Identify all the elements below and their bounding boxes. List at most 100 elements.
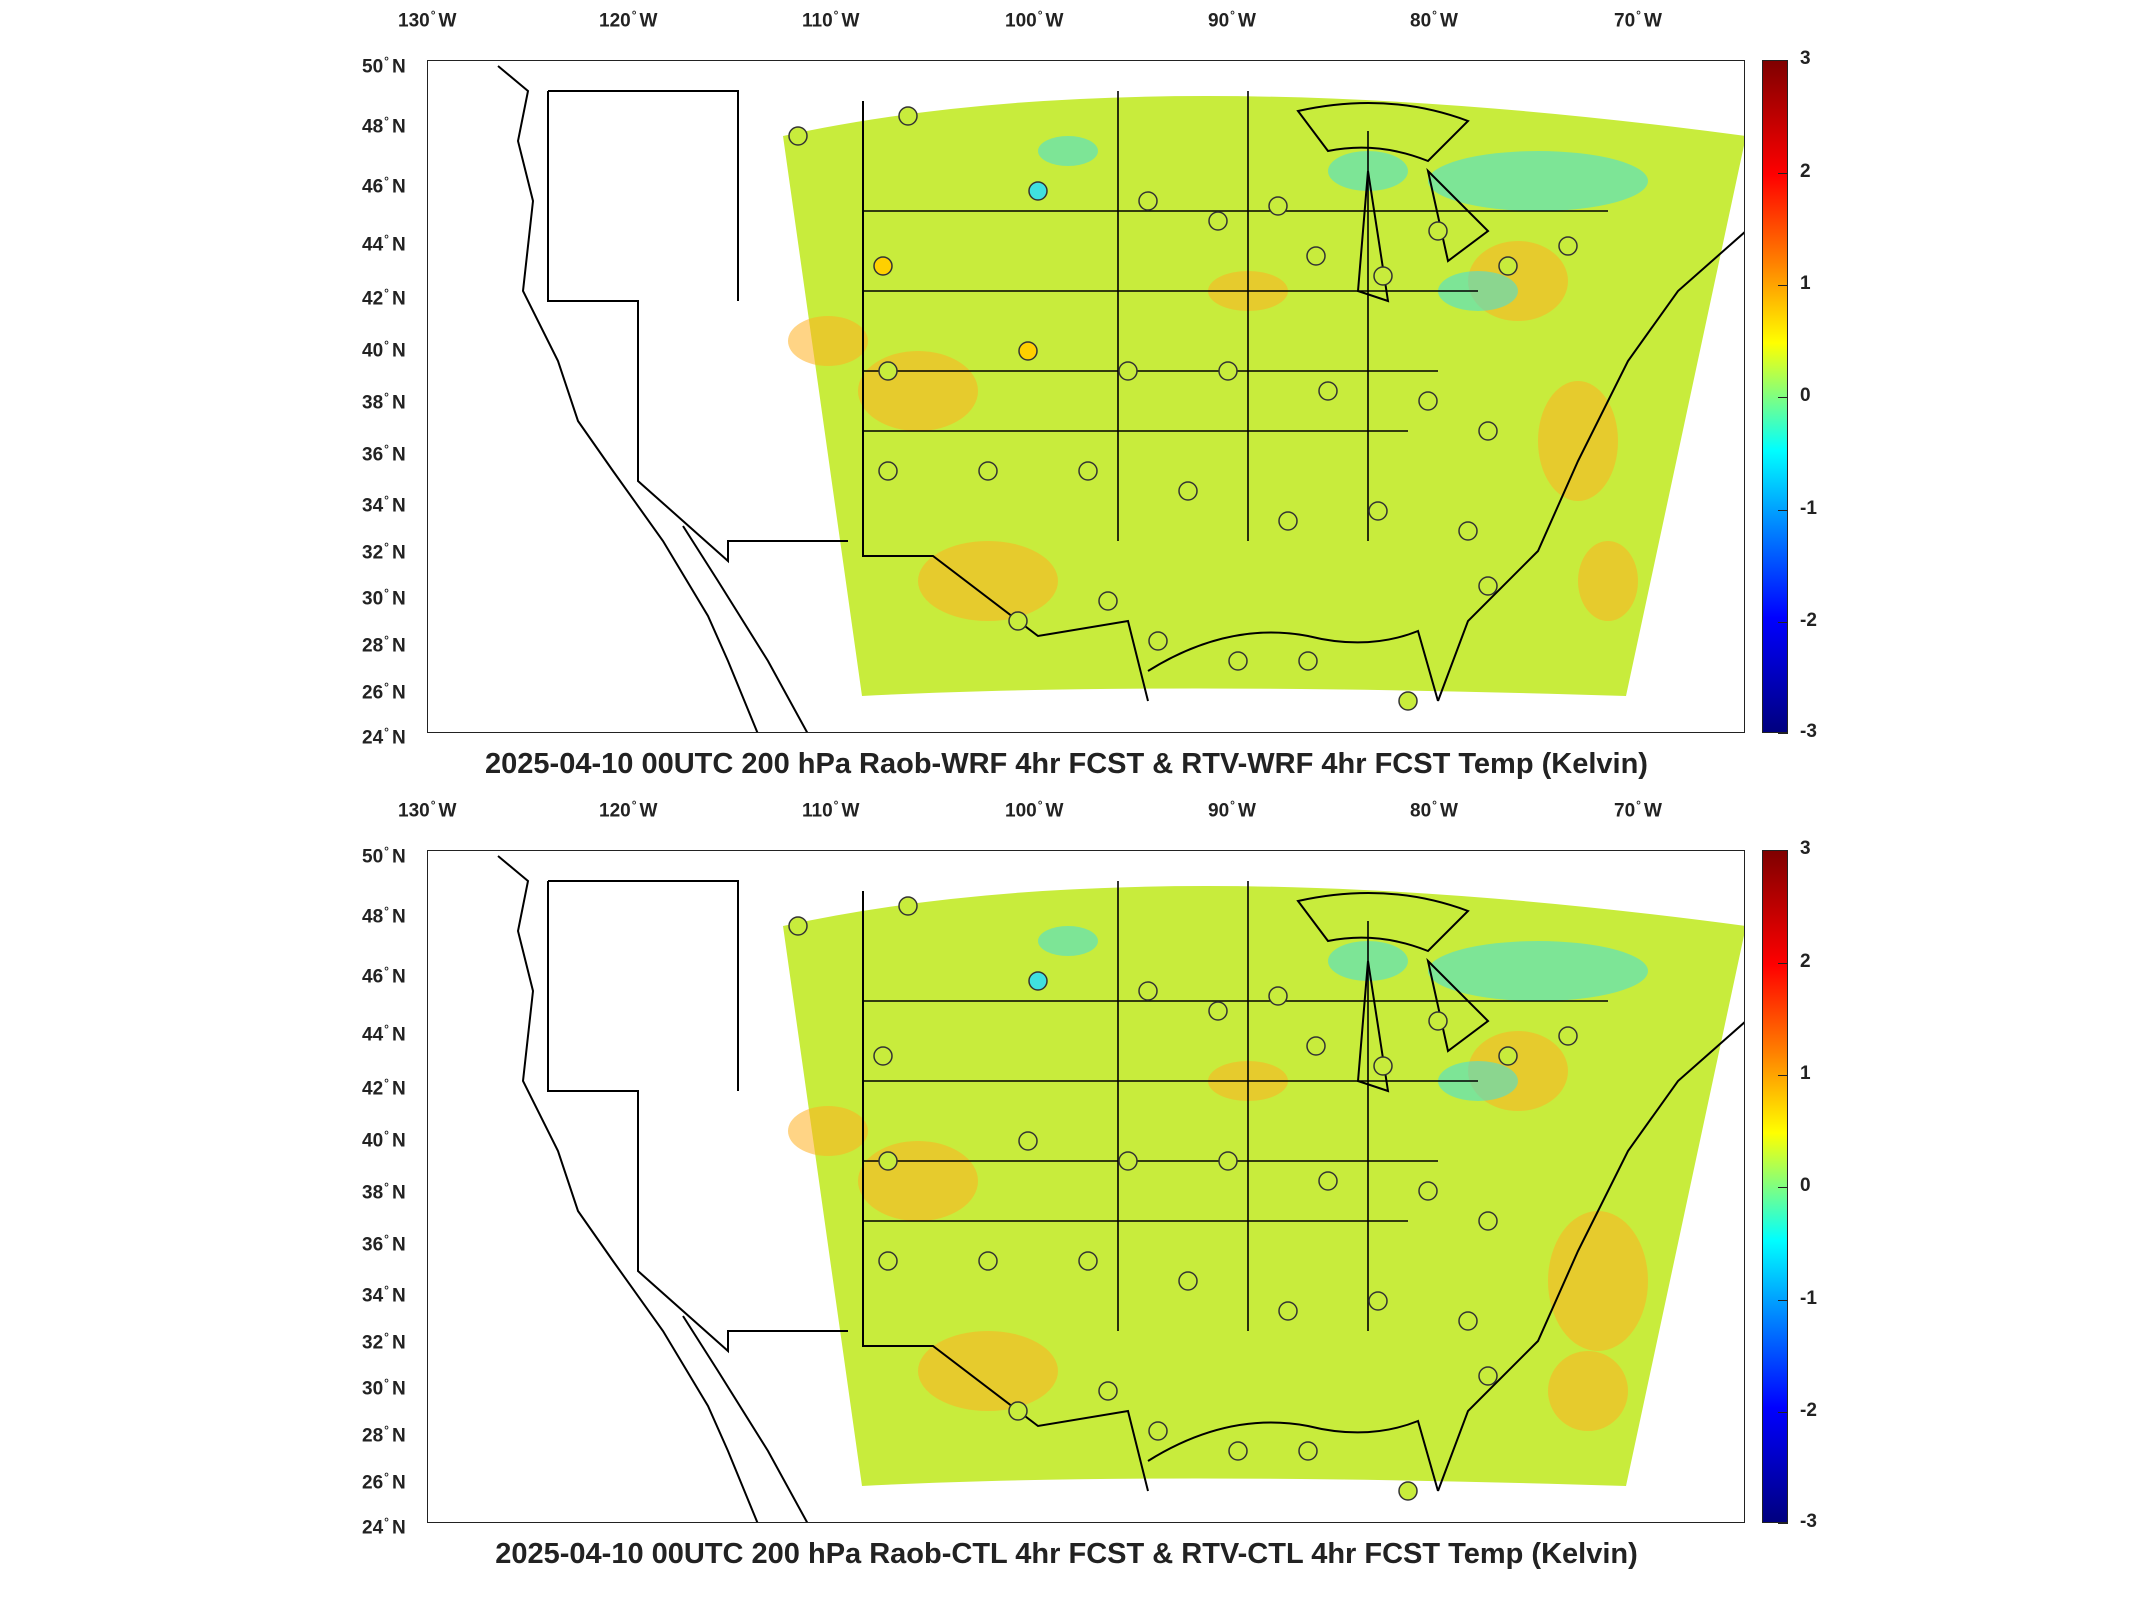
- raob-station-marker: [1458, 521, 1478, 541]
- longitude-label: 130° W: [398, 8, 457, 32]
- raob-station-marker: [1478, 1366, 1498, 1386]
- raob-station-marker: [898, 896, 918, 916]
- colorbar-tick-label: 3: [1800, 838, 1811, 859]
- warm-anomaly: [918, 541, 1058, 621]
- washington-oregon-border: [548, 90, 739, 301]
- longitude-label: 100° W: [1005, 798, 1064, 822]
- longitude-label: 70° W: [1614, 8, 1662, 32]
- colorbar-tick-mark: [1778, 963, 1788, 964]
- colorbar-tick-mark: [1778, 1300, 1788, 1301]
- colorbar-tick-mark: [1778, 850, 1788, 851]
- raob-station-marker: [788, 126, 808, 146]
- lake-superior: [1296, 102, 1470, 163]
- raob-station-marker: [1138, 981, 1158, 1001]
- colorbar-tick-mark: [1778, 510, 1788, 511]
- warm-anomaly: [858, 351, 978, 431]
- longitude-label: 110° W: [802, 798, 860, 822]
- colorbar: [1762, 60, 1788, 733]
- warm-anomaly: [788, 316, 868, 366]
- colorbar-tick-mark: [1778, 1412, 1788, 1413]
- raob-station-marker: [1008, 1401, 1028, 1421]
- east-coastline: [1437, 231, 1744, 702]
- latitude-label: 48° N: [362, 904, 406, 928]
- raob-station-marker: [1218, 1151, 1238, 1171]
- longitude-label: 100° W: [1005, 8, 1064, 32]
- colorbar-tick-label: -1: [1800, 1288, 1817, 1309]
- colorbar-tick-label: 2: [1800, 951, 1811, 972]
- raob-station-marker: [1398, 1481, 1418, 1501]
- raob-station-marker: [1368, 1291, 1388, 1311]
- raob-station-marker: [1478, 421, 1498, 441]
- raob-station-marker: [1268, 986, 1288, 1006]
- raob-station-marker: [1148, 1421, 1168, 1441]
- latitude-label: 44° N: [362, 1022, 406, 1046]
- raob-station-marker: [1098, 591, 1118, 611]
- washington-oregon-border: [548, 880, 739, 1091]
- raob-station-marker: [878, 1151, 898, 1171]
- map-area[interactable]: [427, 60, 1745, 733]
- raob-station-marker: [1306, 246, 1326, 266]
- colorbar-tick-label: 0: [1800, 385, 1811, 406]
- longitude-label: 90° W: [1208, 8, 1256, 32]
- raob-station-marker: [1298, 651, 1318, 671]
- east-coastline: [1437, 1021, 1744, 1492]
- warm-anomaly: [788, 1106, 868, 1156]
- western-state-borders: [547, 881, 848, 1354]
- latitude-label: 26° N: [362, 680, 406, 704]
- cool-anomaly: [1428, 151, 1648, 211]
- colorbar-tick-mark: [1778, 285, 1788, 286]
- latitude-label: 42° N: [362, 286, 406, 310]
- colorbar-tick-label: 1: [1800, 273, 1811, 294]
- raob-station-marker: [1318, 381, 1338, 401]
- raob-station-marker: [1373, 266, 1393, 286]
- raob-station-marker: [1318, 1171, 1338, 1191]
- raob-station-marker: [878, 461, 898, 481]
- latitude-label: 32° N: [362, 540, 406, 564]
- colorbar-tick-label: 0: [1800, 1175, 1811, 1196]
- raob-station-marker: [898, 106, 918, 126]
- longitude-label: 80° W: [1410, 798, 1458, 822]
- lake-michigan: [1356, 960, 1390, 1093]
- temperature-difference-map: [497, 855, 1744, 1522]
- latitude-label: 28° N: [362, 1423, 406, 1447]
- baja-peninsula: [682, 1315, 809, 1522]
- latitude-label: 40° N: [362, 338, 406, 362]
- map-area[interactable]: [427, 850, 1745, 1523]
- raob-station-marker: [1138, 191, 1158, 211]
- gulf-coastline: [1147, 629, 1439, 702]
- latitude-label: 30° N: [362, 586, 406, 610]
- raob-station-marker: [1478, 576, 1498, 596]
- raob-station-marker: [978, 461, 998, 481]
- raob-station-marker: [1078, 461, 1098, 481]
- raob-station-marker: [1428, 221, 1448, 241]
- lake-michigan: [1356, 170, 1390, 303]
- raob-station-marker: [1298, 1441, 1318, 1461]
- raob-station-marker: [1008, 611, 1028, 631]
- warm-anomaly: [1548, 1351, 1628, 1431]
- raob-station-marker: [1418, 391, 1438, 411]
- colorbar-tick-label: -3: [1800, 1511, 1817, 1532]
- colorbar: [1762, 850, 1788, 1523]
- latitude-label: 36° N: [362, 442, 406, 466]
- raob-station-marker: [1398, 691, 1418, 711]
- cool-anomaly: [1038, 926, 1098, 956]
- latitude-label: 34° N: [362, 493, 406, 517]
- raob-station-marker: [1028, 971, 1048, 991]
- colorbar-tick-label: 2: [1800, 161, 1811, 182]
- raob-station-marker: [1498, 256, 1518, 276]
- colorbar-tick-label: 1: [1800, 1063, 1811, 1084]
- lake-huron: [1426, 167, 1490, 263]
- latitude-label: 24° N: [362, 725, 406, 749]
- raob-station-marker: [1498, 1046, 1518, 1066]
- raob-station-marker: [1178, 1271, 1198, 1291]
- colorbar-tick-mark: [1778, 622, 1788, 623]
- longitude-label: 120° W: [599, 8, 658, 32]
- raob-station-marker: [1208, 211, 1228, 231]
- gulf-coastline: [1147, 1419, 1439, 1492]
- raob-station-marker: [1368, 501, 1388, 521]
- latitude-label: 38° N: [362, 390, 406, 414]
- colorbar-tick-mark: [1778, 733, 1788, 734]
- colorbar-tick-mark: [1778, 173, 1788, 174]
- latitude-label: 24° N: [362, 1515, 406, 1539]
- raob-station-marker: [978, 1251, 998, 1271]
